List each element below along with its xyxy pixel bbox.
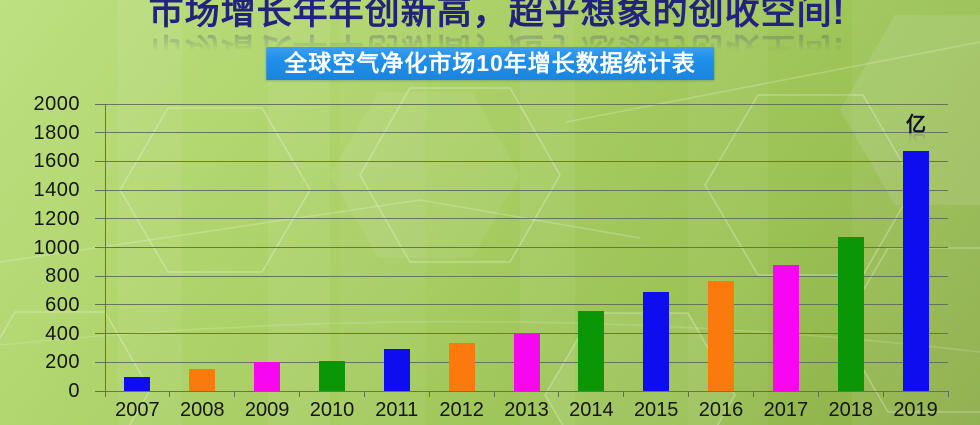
bar-2007 — [124, 376, 151, 391]
bar-2010 — [318, 360, 345, 391]
y-axis-line — [105, 104, 106, 391]
x-axis-label-2014: 2014 — [569, 399, 614, 421]
gridline — [105, 103, 948, 105]
bar-2018 — [837, 237, 864, 391]
bar-2013 — [513, 334, 540, 391]
y-axis-tick-label: 200 — [45, 351, 80, 374]
y-axis-tick — [95, 189, 105, 191]
gridline — [105, 333, 948, 335]
x-axis-tick — [169, 391, 171, 397]
y-axis-tick — [95, 247, 105, 248]
unit-label-reflection: 亿 — [906, 130, 926, 152]
y-axis-tick-label: 800 — [45, 265, 80, 288]
x-axis-tick — [623, 391, 625, 397]
y-axis-tick — [95, 304, 105, 306]
x-axis-label-2016: 2016 — [698, 399, 744, 421]
gridline — [105, 275, 948, 277]
x-axis-tick — [817, 391, 819, 397]
gridline — [105, 189, 948, 191]
x-axis-label-2018: 2018 — [828, 399, 873, 421]
x-axis-label-2012: 2012 — [439, 399, 484, 421]
x-axis-label-2008: 2008 — [180, 399, 225, 421]
bar-2016 — [708, 280, 735, 391]
y-axis-tick-label: 1000 — [33, 236, 80, 259]
y-axis-tick-label: 1400 — [33, 179, 80, 202]
y-axis-tick — [95, 390, 105, 392]
bar-2008 — [189, 369, 216, 391]
y-axis-tick — [95, 361, 105, 363]
y-axis-tick-label: 1200 — [33, 207, 80, 230]
gridline — [105, 132, 948, 134]
unit-label: 亿 — [906, 114, 926, 136]
x-axis-tick — [104, 391, 106, 397]
bar-2011 — [383, 349, 410, 391]
x-axis-tick — [428, 391, 430, 397]
gridline — [105, 390, 948, 392]
bar-2015 — [643, 291, 670, 391]
y-axis-tick — [95, 160, 105, 162]
bar-2017 — [772, 265, 799, 391]
y-axis-tick-label: 1600 — [33, 150, 80, 173]
page-title: 市场增长年年创新高，超乎想象的创收空间! — [148, 0, 846, 32]
y-axis-tick — [95, 132, 105, 134]
y-axis-tick — [95, 218, 105, 220]
x-axis-tick — [688, 391, 690, 397]
x-axis-tick — [234, 391, 236, 397]
x-axis-tick — [363, 391, 365, 397]
y-axis-tick-label: 2000 — [33, 93, 80, 115]
x-axis-label-2013: 2013 — [504, 399, 549, 421]
x-axis-tick — [558, 391, 560, 397]
chart-title-banner: 全球空气净化市场10年增长数据统计表 — [266, 47, 714, 80]
gridline — [105, 218, 948, 220]
y-axis-tick — [95, 103, 105, 105]
y-axis-tick-label: 400 — [45, 322, 80, 345]
x-axis-label-2010: 2010 — [309, 399, 355, 421]
gridline — [105, 304, 948, 306]
x-axis-label-2007: 2007 — [115, 399, 160, 421]
y-axis-tick-label: 0 — [68, 380, 80, 402]
gridline — [105, 160, 948, 162]
x-axis-tick — [752, 391, 754, 397]
y-axis-tick — [95, 275, 105, 277]
bar-2012 — [448, 342, 475, 391]
x-axis-tick — [493, 391, 495, 397]
x-axis-label-2011: 2011 — [375, 399, 419, 421]
x-axis-tick — [947, 391, 949, 397]
x-axis-label-2015: 2015 — [633, 399, 679, 421]
y-axis-tick — [95, 333, 105, 335]
y-axis-tick-label: 600 — [45, 293, 80, 316]
x-axis-label-2019: 2019 — [893, 399, 938, 421]
x-axis-label-2017: 2017 — [763, 399, 809, 421]
bar-2014 — [578, 310, 605, 391]
y-axis-tick-label: 1800 — [33, 121, 80, 144]
x-axis-label-2009: 2009 — [244, 399, 290, 421]
bar-2019 — [902, 151, 929, 391]
bar-2009 — [254, 362, 281, 391]
x-axis-tick — [882, 391, 884, 397]
gridline — [105, 247, 948, 248]
x-axis-tick — [299, 391, 301, 397]
